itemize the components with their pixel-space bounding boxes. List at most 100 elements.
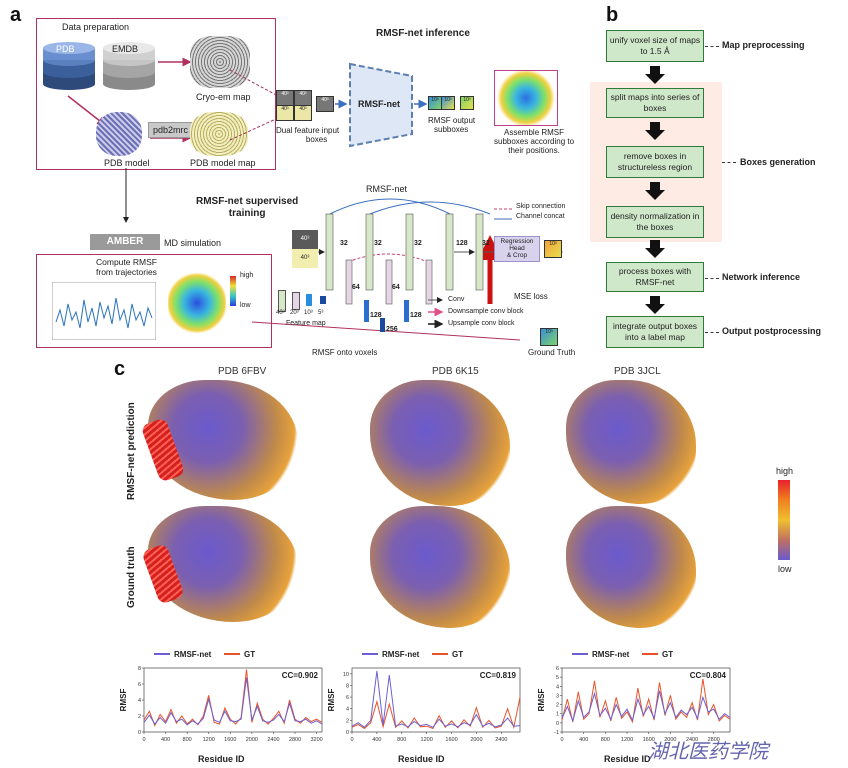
data-prep-frame — [36, 18, 276, 170]
regression-line1: Regression — [500, 238, 534, 245]
x-tick-label: 800 — [397, 737, 406, 743]
color-scale-bar — [778, 480, 790, 560]
assemble-line1: Assemble RMSF — [504, 128, 565, 137]
rmsf-plot-1: 0 400 800 1200 1600 2000 2400 0 2 4 6 8 10 RMSF RMSF-n… — [326, 646, 526, 764]
protein-6k15-ground-truth — [370, 506, 510, 628]
row-label-ground-truth: Ground truth — [126, 546, 137, 608]
dual-input-line1: Dual feature input — [276, 126, 340, 135]
pdb-label: PDB — [56, 44, 75, 54]
ch-32-label: 32 — [340, 240, 348, 247]
cc-annotation: CC=0.819 — [480, 671, 517, 680]
channel-concat-icon — [494, 218, 512, 220]
series-line-rmsf-net — [351, 670, 521, 728]
training-input-cube: 40³ 40³ — [292, 230, 318, 268]
feature-map-label: Feature map — [286, 320, 326, 327]
y-axis-label: RMSF — [327, 689, 336, 712]
output-box-icon: 10³ — [460, 96, 474, 110]
feature-map-bars — [278, 290, 334, 312]
supervised-title: RMSF-net supervised training — [196, 196, 298, 219]
emdb-database-icon — [103, 42, 155, 90]
x-tick-label: 2000 — [664, 737, 676, 743]
ch-128-label: 128 — [410, 312, 422, 319]
legend-label: RMSF-net — [592, 650, 630, 659]
panel-letter-c: c — [114, 358, 126, 380]
x-tick-label: 800 — [183, 737, 192, 743]
rmsf-net-block — [349, 62, 413, 148]
input-box-icon: 40³ — [276, 105, 294, 121]
flow-step-1: unify voxel size of maps to 1.5 Å — [606, 30, 704, 62]
legend-label: RMSF-net — [382, 650, 420, 659]
ch-32-label: 32 — [374, 240, 382, 247]
y-tick-label: 0 — [556, 721, 559, 727]
unet-diagram — [310, 198, 563, 332]
conv-legend: Conv — [448, 296, 465, 303]
regression-line3: & Crop — [506, 252, 528, 260]
ch-64-label: 64 — [392, 284, 400, 291]
y-tick-label: 6 — [346, 695, 349, 701]
x-tick-label: 800 — [601, 737, 610, 743]
mse-loss-label: MSE loss — [514, 292, 548, 301]
rmsf-plot-2-svg: 0 400 800 1200 1600 2000 2400 2800-10123456RMSF… — [537, 650, 731, 743]
y-tick-label: 4 — [556, 684, 559, 690]
downsample-arrow-icon — [428, 308, 444, 316]
downsample-legend: Downsample conv block — [448, 308, 524, 315]
supervised-line2: training — [228, 207, 266, 219]
assemble-line3: their positions. — [508, 146, 560, 156]
output-line2: subboxes — [434, 125, 469, 135]
flow-label-network-inference: Network inference — [722, 272, 801, 282]
pdb-database-icon — [43, 42, 95, 90]
y-tick-label: 10 — [343, 672, 349, 678]
series-line-rmsf-net — [143, 677, 323, 726]
conv-arrow-icon — [428, 297, 443, 303]
md-frame — [36, 254, 272, 348]
output-subboxes-label: RMSF output subboxes — [428, 116, 475, 134]
input-box-icon: 40³ — [316, 96, 334, 112]
legend-label: GT — [452, 650, 463, 659]
x-tick-label: 1600 — [224, 737, 236, 743]
x-tick-label: 2000 — [470, 737, 482, 743]
fm-size-3: 5³ — [318, 310, 324, 316]
rmsf-plot-0-svg: 0 400 800 1200 1600 2000 2400 2800 3200 0 2 4 6 8 RMSF… — [119, 650, 323, 743]
y-tick-label: 8 — [346, 683, 349, 689]
output-box-icon: 10³ — [441, 96, 455, 110]
ch-128-label: 128 — [456, 240, 468, 247]
dual-input-line2: boxes — [305, 135, 328, 145]
y-tick-label: 2 — [346, 718, 349, 724]
regression-head-box: Regression Head & Crop — [494, 236, 540, 262]
md-rmsf-plot — [52, 282, 156, 340]
dual-input-label: Dual feature input boxes — [276, 126, 339, 144]
ch-32-label: 32 — [414, 240, 422, 247]
protein-3jcl-prediction — [566, 380, 696, 504]
scale-low: low — [778, 564, 792, 574]
cryo-em-map-label: Cryo-em map — [196, 92, 251, 102]
col-title-6fbv: PDB 6FBV — [218, 366, 267, 377]
x-tick-label: 1600 — [643, 737, 655, 743]
flow-arrows — [645, 66, 665, 314]
compute-line1: Compute RMSF — [96, 257, 157, 267]
series-line-gt — [561, 678, 731, 724]
dual-input-boxes: 40³ 40³ 40³ 40³ 40³ — [276, 90, 338, 121]
input-box-icon: 40³ — [294, 90, 312, 106]
cc-annotation: CC=0.804 — [690, 671, 727, 680]
fm-size-0: 40³ — [276, 310, 285, 316]
fm-size-1: 20³ — [290, 310, 299, 316]
x-tick-label: 1200 — [621, 737, 633, 743]
y-axis-label: RMSF — [119, 689, 128, 712]
input-box-icon: 40³ — [276, 90, 294, 106]
skip-connection-legend: Skip connection — [516, 203, 566, 210]
assemble-label: Assemble RMSF subboxes according to thei… — [494, 128, 574, 156]
input-cube-top: 40³ — [292, 230, 318, 249]
y-tick-label: 3 — [556, 693, 559, 699]
x-tick-label: 2400 — [495, 737, 507, 743]
ground-truth-label: Ground Truth — [528, 348, 576, 357]
y-tick-label: 4 — [346, 707, 349, 713]
flow-dash-2 — [722, 162, 736, 163]
col-title-3jcl: PDB 3JCL — [614, 366, 661, 377]
y-tick-label: 4 — [138, 698, 141, 704]
inference-title: RMSF-net inference — [376, 28, 470, 39]
ground-truth-cube: 10³ — [540, 328, 558, 346]
output-box-icon: 10³ — [428, 96, 442, 110]
x-tick-label: 400 — [161, 737, 170, 743]
ch-32-label: 32 — [482, 240, 490, 247]
rmsf-net-label: RMSF-net — [358, 99, 400, 109]
